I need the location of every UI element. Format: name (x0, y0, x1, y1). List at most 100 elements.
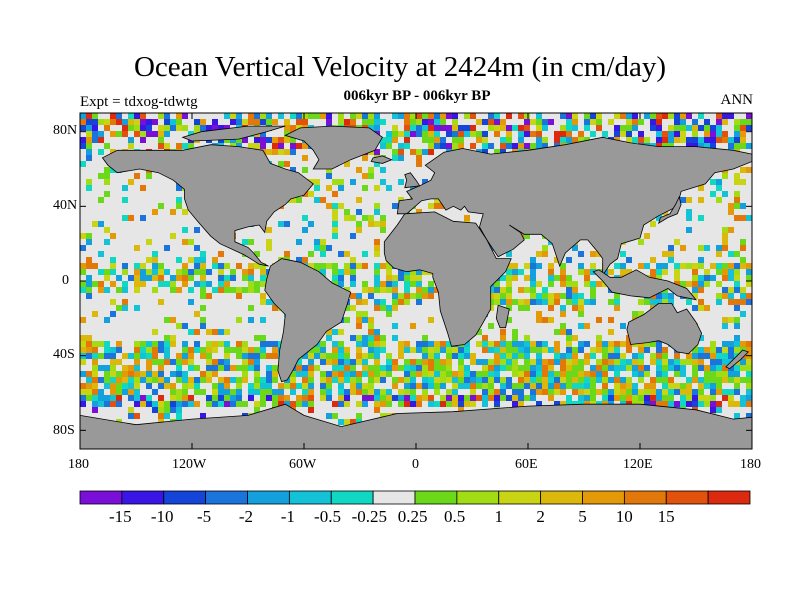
field-cell (392, 365, 398, 371)
field-cell (416, 281, 422, 287)
field-cell (368, 371, 374, 377)
field-cell (452, 371, 458, 377)
field-cell (680, 119, 686, 125)
field-cell (380, 371, 386, 377)
field-cell (320, 263, 326, 269)
lat-label-80n: 80N (53, 123, 78, 138)
field-cell (530, 371, 536, 377)
field-cell (398, 341, 404, 347)
field-cell (104, 179, 110, 185)
field-cell (728, 371, 734, 377)
field-cell (380, 119, 386, 125)
field-cell (656, 125, 662, 131)
field-cell (698, 215, 704, 221)
field-cell (686, 383, 692, 389)
field-cell (272, 137, 278, 143)
field-cell (500, 383, 506, 389)
field-cell (404, 359, 410, 365)
field-cell (248, 119, 254, 125)
field-cell (674, 401, 680, 407)
field-cell (578, 263, 584, 269)
field-cell (716, 263, 722, 269)
field-cell (728, 227, 734, 233)
field-cell (404, 383, 410, 389)
field-cell (740, 359, 746, 365)
field-cell (740, 401, 746, 407)
field-cell (494, 401, 500, 407)
field-cell (86, 179, 92, 185)
field-cell (104, 383, 110, 389)
field-cell (362, 263, 368, 269)
field-cell (284, 221, 290, 227)
field-cell (734, 383, 740, 389)
field-cell (722, 389, 728, 395)
field-cell (362, 317, 368, 323)
field-cell (422, 377, 428, 383)
field-cell (536, 365, 542, 371)
field-cell (362, 185, 368, 191)
field-cell (746, 143, 752, 149)
field-cell (134, 377, 140, 383)
field-cell (704, 137, 710, 143)
field-cell (302, 377, 308, 383)
field-cell (350, 269, 356, 275)
field-cell (422, 293, 428, 299)
field-cell (446, 353, 452, 359)
field-cell (650, 119, 656, 125)
field-cell (506, 317, 512, 323)
field-cell (656, 269, 662, 275)
field-cell (428, 347, 434, 353)
field-cell (416, 113, 422, 119)
field-cell (608, 269, 614, 275)
field-cell (590, 353, 596, 359)
field-cell (656, 341, 662, 347)
field-cell (626, 257, 632, 263)
field-cell (434, 113, 440, 119)
field-cell (734, 317, 740, 323)
field-cell (578, 323, 584, 329)
field-cell (410, 149, 416, 155)
field-cell (698, 185, 704, 191)
field-cell (152, 407, 158, 413)
field-cell (362, 353, 368, 359)
lat-label-0: 0 (62, 273, 69, 288)
field-cell (344, 209, 350, 215)
field-cell (626, 389, 632, 395)
field-cell (116, 341, 122, 347)
field-cell (248, 143, 254, 149)
field-cell (260, 275, 266, 281)
field-cell (470, 113, 476, 119)
field-cell (488, 347, 494, 353)
field-cell (146, 239, 152, 245)
field-cell (86, 257, 92, 263)
field-cell (452, 389, 458, 395)
field-cell (350, 113, 356, 119)
field-cell (122, 131, 128, 137)
field-cell (728, 137, 734, 143)
field-cell (500, 341, 506, 347)
field-cell (662, 377, 668, 383)
field-cell (182, 395, 188, 401)
field-cell (176, 143, 182, 149)
field-cell (698, 257, 704, 263)
field-cell (320, 113, 326, 119)
field-cell (230, 395, 236, 401)
field-cell (584, 371, 590, 377)
field-cell (158, 413, 164, 419)
field-cell (698, 395, 704, 401)
field-cell (362, 173, 368, 179)
field-cell (296, 119, 302, 125)
field-cell (488, 341, 494, 347)
field-cell (524, 299, 530, 305)
field-cell (476, 359, 482, 365)
field-cell (122, 365, 128, 371)
field-cell (434, 131, 440, 137)
field-cell (608, 359, 614, 365)
field-cell (614, 377, 620, 383)
field-cell (296, 401, 302, 407)
field-cell (116, 113, 122, 119)
field-cell (248, 395, 254, 401)
field-cell (686, 197, 692, 203)
field-cell (362, 119, 368, 125)
field-cell (224, 395, 230, 401)
